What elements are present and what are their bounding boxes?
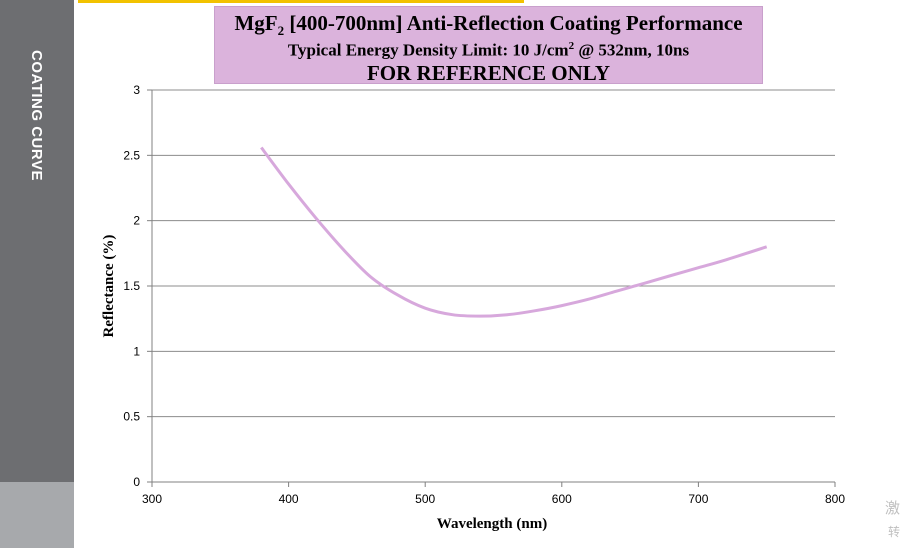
x-tick-label: 500	[415, 492, 435, 506]
chart-title: MgF2 [400-700nm] Anti-Reflection Coating…	[215, 11, 762, 39]
grid-lines	[152, 89, 835, 483]
x-tick-label: 600	[552, 492, 572, 506]
sidebar: COATING CURVE	[0, 0, 74, 548]
y-tick-label: 2	[133, 214, 140, 228]
edge-text-1: 激	[884, 499, 900, 517]
accent-strip	[78, 0, 524, 3]
y-tick-label: 0.5	[123, 410, 140, 424]
reference-note: FOR REFERENCE ONLY	[366, 60, 611, 85]
reflectance-curve	[260, 146, 768, 318]
y-tick-label: 0	[133, 475, 140, 489]
y-tick-label: 2.5	[123, 148, 140, 162]
x-tick-label: 800	[825, 492, 845, 506]
title-formula: MgF	[234, 11, 278, 35]
y-tick-label: 1.5	[123, 279, 140, 293]
sidebar-footer-block	[0, 482, 74, 548]
y-tick-label: 1	[133, 344, 140, 358]
x-tick-label: 700	[688, 492, 708, 506]
title-subscript: 2	[277, 23, 285, 39]
subtitle-text: Typical Energy Density Limit: 10 J/cm	[287, 40, 569, 60]
y-axis-label: Reflectance (%)	[101, 235, 117, 338]
subtitle-superscript: 2	[568, 40, 575, 53]
title-text: [400-700nm] Anti-Reflection Coating Perf…	[284, 11, 743, 35]
y-tick-label: 3	[133, 83, 140, 97]
x-tick-label: 400	[279, 492, 299, 506]
edge-text-2: 转	[887, 525, 900, 539]
chart-subtitle: Typical Energy Density Limit: 10 J/cm2 @…	[215, 40, 762, 61]
x-axis-label: Wavelength (nm)	[437, 516, 547, 532]
x-tick-labels: 300 400 500 600 700 800	[142, 492, 845, 506]
x-tick-label: 300	[142, 492, 162, 506]
chart-title-box: MgF2 [400-700nm] Anti-Reflection Coating…	[214, 6, 763, 85]
y-tick-labels: 0 0.5 1 1.5 2 2.5 3	[123, 83, 140, 489]
axes	[147, 89, 836, 487]
subtitle-tail: @ 532nm, 10ns	[574, 40, 690, 60]
